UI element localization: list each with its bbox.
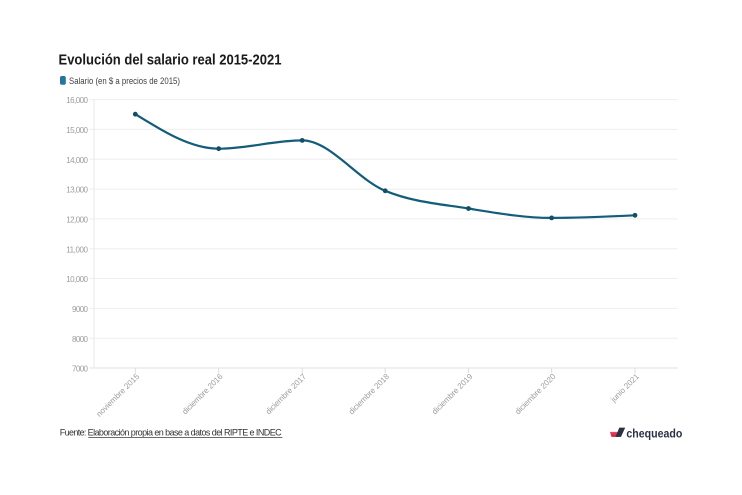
svg-text:8000: 8000 [72,335,89,344]
svg-text:12,000: 12,000 [66,216,88,225]
svg-text:11,000: 11,000 [66,245,88,254]
svg-text:9000: 9000 [72,305,89,314]
svg-text:14,000: 14,000 [66,156,88,165]
svg-text:7000: 7000 [72,365,89,374]
svg-text:Salario (en $ a precios de 201: Salario (en $ a precios de 2015) [69,76,180,86]
svg-text:chequeado: chequeado [626,427,682,440]
svg-text:13,000: 13,000 [66,186,88,195]
svg-text:15,000: 15,000 [66,126,88,135]
svg-text:16,000: 16,000 [66,96,88,105]
svg-text:Evolución del salario real 201: Evolución del salario real 2015-2021 [59,52,282,69]
svg-text:Fuente: Elaboración propia en: Fuente: Elaboración propia en base a dat… [60,428,282,438]
svg-text:10,000: 10,000 [66,275,88,284]
